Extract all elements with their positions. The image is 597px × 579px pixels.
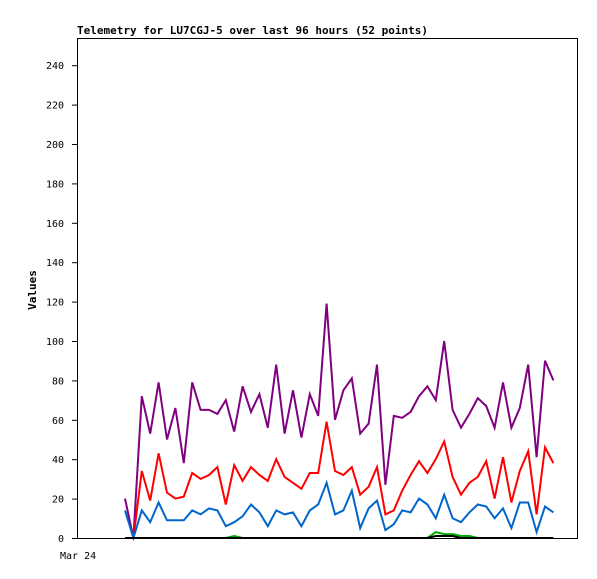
y-tick-label: 120 (46, 298, 64, 309)
y-tick-label: 220 (46, 101, 64, 112)
y-tick-label: 0 (58, 534, 64, 545)
y-tick-label: 40 (52, 455, 64, 466)
x-axis-ticks: Mar 24 (60, 551, 96, 562)
y-tick-label: 140 (46, 258, 64, 269)
x-tick-label: Mar 24 (60, 551, 96, 562)
series-lines (124, 303, 555, 542)
chart-title: Telemetry for LU7CGJ-5 over last 96 hour… (77, 24, 428, 37)
y-tick-label: 200 (46, 140, 64, 151)
y-tick-label: 160 (46, 219, 64, 230)
y-tick-label: 80 (52, 376, 64, 387)
series-line-1 (124, 303, 555, 539)
y-tick-label: 100 (46, 337, 64, 348)
y-tick-label: 240 (46, 61, 64, 72)
series-line-5 (125, 535, 554, 539)
y-tick-label: 20 (52, 495, 64, 506)
series-line-2 (125, 421, 555, 539)
series-line-3 (124, 479, 554, 542)
y-axis-label: Values (26, 270, 39, 310)
y-axis-ticks: 0 20 40 60 80 100 120 140 160 180 200 220 240 (46, 61, 77, 545)
y-tick-label: 180 (46, 179, 64, 190)
y-tick-label: 60 (52, 416, 64, 427)
